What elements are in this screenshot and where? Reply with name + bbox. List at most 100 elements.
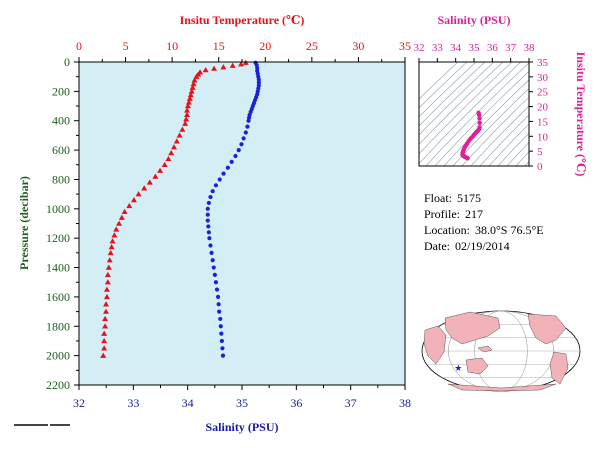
ts-contour (434, 70, 529, 166)
salinity-point (233, 153, 238, 159)
temperature-axis-title: Insitu Temperature (℃) (180, 13, 305, 27)
temperature-point (187, 92, 194, 98)
ts-x-tick-label: 32 (414, 42, 425, 54)
ts-x-tick-label: 37 (505, 42, 517, 54)
map-landmass (447, 383, 557, 392)
temperature-point (103, 308, 110, 314)
ts-y-tick-label: 30 (537, 72, 549, 84)
temperature-point (182, 120, 189, 126)
ts-contour (419, 62, 513, 155)
logo-mark (14, 424, 70, 426)
temperature-point (101, 330, 108, 336)
ts-x-tick-label: 34 (450, 42, 462, 54)
salinity-point (218, 316, 223, 322)
temperature-point (238, 61, 245, 67)
temperature-point (229, 62, 236, 68)
salinity-point (221, 171, 226, 176)
temperature-point (184, 107, 191, 113)
salinity-point (210, 189, 215, 194)
temperature-point (193, 73, 200, 79)
temperature-point (173, 138, 180, 144)
sal-tick-label: 32 (73, 396, 85, 410)
temperature-point (185, 99, 192, 105)
salinity-point (219, 338, 224, 344)
temperature-point (103, 293, 110, 300)
ts-point (477, 116, 482, 121)
pressure-tick-label: 800 (52, 172, 70, 186)
pressure-tick-label: 0 (64, 55, 70, 69)
temperature-series (100, 59, 249, 358)
ts-y-tick-label: 0 (537, 161, 543, 173)
ts-temperature-axis: 0 5 10 15 20 25 30 35 (529, 57, 549, 173)
salinity-point (219, 331, 224, 336)
temperature-point (104, 271, 111, 278)
temp-tick-label: 15 (213, 39, 225, 53)
pressure-tick-label: 200 (52, 84, 70, 98)
salinity-point (213, 280, 219, 285)
temperature-point (183, 116, 190, 122)
ts-contour (470, 105, 529, 166)
temperature-point (101, 337, 108, 344)
temperature-point (191, 77, 198, 83)
salinity-point (255, 65, 260, 70)
sal-tick-label: 36 (290, 396, 302, 410)
sal-tick-label: 34 (182, 396, 194, 410)
salinity-point (210, 258, 215, 263)
meta-location: Location: 38.0°S 76.5°E (424, 223, 544, 238)
temp-tick-label: 35 (399, 39, 411, 53)
map-landmass (527, 313, 567, 345)
temperature-point (146, 179, 153, 185)
ts-contour (479, 114, 529, 166)
ts-y-tick-label: 20 (537, 102, 549, 114)
pressure-tick-label: 1000 (46, 202, 70, 216)
ts-contour (419, 62, 495, 136)
temp-tick-label: 20 (259, 39, 271, 53)
pressure-tick-label: 600 (52, 143, 70, 157)
ts-point (465, 156, 470, 161)
temperature-point (135, 191, 142, 197)
temperature-point (190, 81, 197, 87)
salinity-point (208, 243, 213, 248)
ts-point (476, 112, 482, 118)
map-landmass (444, 311, 501, 345)
temperature-point (103, 286, 110, 292)
temperature-point (108, 243, 115, 250)
sal-tick-label: 38 (399, 396, 411, 410)
map-landmass (549, 351, 569, 385)
meta-float-value: 5175 (457, 191, 482, 205)
meta-profile: Profile: 217 (424, 207, 483, 222)
ts-x-tick-label: 36 (487, 42, 499, 54)
salinity-point (209, 250, 214, 255)
ts-contour (488, 123, 529, 166)
meta-date: Date: 02/19/2014 (424, 239, 510, 254)
salinity-point (205, 206, 210, 211)
ts-contour (419, 62, 486, 127)
salinity-point (246, 118, 251, 123)
temperature-point (157, 167, 164, 173)
pressure-axis-title: Pressure (decibar) (17, 176, 31, 270)
map-landmass (477, 345, 493, 353)
pressure-tick-label: 1200 (46, 231, 70, 245)
salinity-series (205, 60, 261, 358)
salinity-point (206, 200, 211, 206)
temperature-point (113, 226, 120, 232)
temperature-point (152, 173, 159, 179)
temp-tick-label: 30 (352, 39, 364, 53)
ts-contour (419, 62, 522, 165)
salinity-point (206, 230, 211, 235)
salinity-point (243, 130, 248, 135)
ts-y-tick-label: 25 (537, 87, 549, 99)
salinity-point (217, 309, 222, 314)
temperature-point (102, 315, 109, 322)
temperature-point (121, 208, 128, 214)
ts-x-tick-label: 38 (524, 42, 536, 54)
temperature-point (186, 95, 193, 101)
temperature-point (106, 257, 113, 263)
ts-x-tick-label: 33 (432, 42, 444, 54)
temperature-axis: 0 5 10 15 20 25 30 35 (76, 39, 411, 62)
ts-x-tick-label: 35 (469, 42, 481, 54)
temp-tick-label: 25 (306, 39, 318, 53)
salinity-point (211, 265, 216, 270)
